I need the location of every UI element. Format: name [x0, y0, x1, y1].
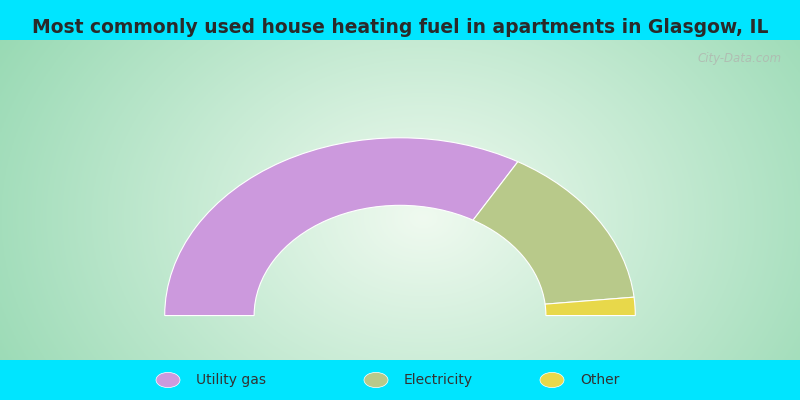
Text: Utility gas: Utility gas	[196, 373, 266, 387]
Wedge shape	[473, 162, 634, 304]
Text: Other: Other	[580, 373, 619, 387]
Text: City-Data.com: City-Data.com	[697, 52, 781, 66]
Wedge shape	[165, 138, 518, 316]
Wedge shape	[545, 297, 635, 316]
Ellipse shape	[540, 372, 564, 388]
Text: Electricity: Electricity	[404, 373, 473, 387]
Text: Most commonly used house heating fuel in apartments in Glasgow, IL: Most commonly used house heating fuel in…	[32, 18, 768, 37]
Ellipse shape	[156, 372, 180, 388]
Ellipse shape	[364, 372, 388, 388]
